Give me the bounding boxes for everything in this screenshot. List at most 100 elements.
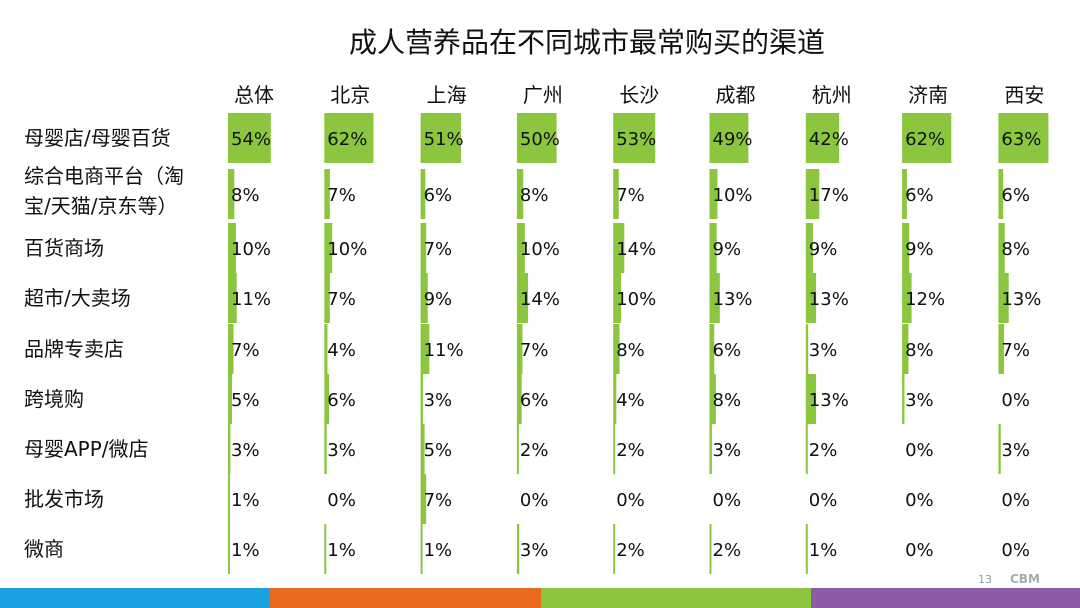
bar bbox=[516, 169, 524, 219]
bar bbox=[709, 273, 720, 323]
bar bbox=[805, 524, 808, 574]
row-label: 批发市场 bbox=[24, 487, 104, 511]
bar bbox=[228, 524, 230, 574]
bar bbox=[228, 474, 230, 524]
bar bbox=[420, 169, 426, 219]
column-header: 成都 bbox=[716, 83, 756, 107]
value-label: 3% bbox=[1001, 440, 1030, 461]
value-label: 2% bbox=[616, 440, 645, 461]
chart-title: 成人营养品在不同城市最常购买的渠道 bbox=[349, 26, 825, 59]
brand-logo: CBM bbox=[1010, 572, 1040, 586]
value-label: 0% bbox=[1001, 390, 1030, 411]
value-label: 7% bbox=[1001, 340, 1030, 361]
value-label: 1% bbox=[231, 540, 260, 561]
bar bbox=[324, 424, 327, 474]
bar bbox=[613, 273, 622, 323]
value-label: 3% bbox=[713, 440, 742, 461]
bar bbox=[998, 113, 1049, 163]
value-label: 9% bbox=[424, 289, 453, 310]
value-label: 13% bbox=[809, 289, 849, 310]
value-label: 8% bbox=[1001, 239, 1030, 260]
bar bbox=[998, 424, 1001, 474]
bar bbox=[324, 223, 333, 273]
footer-stripe-segment bbox=[270, 588, 541, 608]
bar bbox=[516, 113, 557, 163]
bar bbox=[420, 524, 423, 574]
bar bbox=[998, 169, 1004, 219]
bar bbox=[613, 169, 619, 219]
bar bbox=[902, 223, 910, 273]
value-label: 3% bbox=[520, 540, 549, 561]
value-label: 0% bbox=[905, 440, 934, 461]
value-label: 7% bbox=[616, 185, 645, 206]
value-label: 0% bbox=[1001, 490, 1030, 511]
value-label: 10% bbox=[616, 289, 656, 310]
bar bbox=[420, 474, 427, 524]
bar bbox=[613, 424, 616, 474]
value-label: 3% bbox=[231, 440, 260, 461]
value-label: 63% bbox=[1001, 129, 1041, 150]
value-label: 0% bbox=[905, 490, 934, 511]
value-label: 13% bbox=[713, 289, 753, 310]
value-label: 7% bbox=[424, 239, 453, 260]
bar bbox=[805, 223, 813, 273]
value-label: 8% bbox=[231, 185, 260, 206]
bar bbox=[998, 324, 1004, 374]
value-label: 0% bbox=[616, 490, 645, 511]
bar bbox=[228, 169, 235, 219]
value-label: 4% bbox=[327, 340, 356, 361]
value-label: 62% bbox=[327, 129, 367, 150]
value-label: 1% bbox=[424, 540, 453, 561]
bar bbox=[516, 223, 525, 273]
value-label: 7% bbox=[327, 289, 356, 310]
value-label: 6% bbox=[905, 185, 934, 206]
bar bbox=[324, 374, 330, 424]
bar bbox=[324, 524, 327, 574]
value-label: 14% bbox=[520, 289, 560, 310]
bar bbox=[516, 374, 522, 424]
value-label: 12% bbox=[905, 289, 945, 310]
bar bbox=[902, 113, 952, 163]
row-label: 微商 bbox=[24, 537, 64, 561]
bar bbox=[613, 223, 625, 273]
bar bbox=[709, 223, 717, 273]
bar bbox=[516, 273, 529, 323]
value-label: 5% bbox=[424, 440, 453, 461]
bar bbox=[516, 524, 520, 574]
value-label: 8% bbox=[616, 340, 645, 361]
row-label: 超市/大卖场 bbox=[24, 286, 131, 310]
column-header: 上海 bbox=[427, 83, 467, 107]
value-label: 2% bbox=[713, 540, 742, 561]
bar bbox=[228, 113, 271, 163]
bar bbox=[420, 273, 428, 323]
row-label: 宝/天猫/京东等） bbox=[24, 194, 177, 218]
bar bbox=[420, 374, 423, 424]
value-label: 10% bbox=[231, 239, 271, 260]
value-label: 3% bbox=[424, 390, 453, 411]
bar bbox=[420, 324, 430, 374]
bar bbox=[324, 169, 330, 219]
value-label: 17% bbox=[809, 185, 849, 206]
value-label: 51% bbox=[424, 129, 464, 150]
bar bbox=[420, 424, 425, 474]
value-label: 0% bbox=[905, 540, 934, 561]
row-label: 母婴APP/微店 bbox=[24, 437, 149, 461]
value-label: 7% bbox=[520, 340, 549, 361]
value-label: 6% bbox=[327, 390, 356, 411]
value-label: 7% bbox=[327, 185, 356, 206]
value-label: 50% bbox=[520, 129, 560, 150]
bar bbox=[805, 374, 817, 424]
bar bbox=[228, 223, 236, 273]
bar bbox=[420, 113, 462, 163]
bar bbox=[613, 113, 656, 163]
column-header: 济南 bbox=[908, 83, 948, 107]
bar bbox=[613, 524, 616, 574]
bar bbox=[902, 169, 907, 219]
bar bbox=[516, 424, 519, 474]
value-label: 0% bbox=[809, 490, 838, 511]
value-label: 9% bbox=[809, 239, 838, 260]
value-label: 42% bbox=[809, 129, 849, 150]
column-header: 杭州 bbox=[812, 83, 852, 107]
